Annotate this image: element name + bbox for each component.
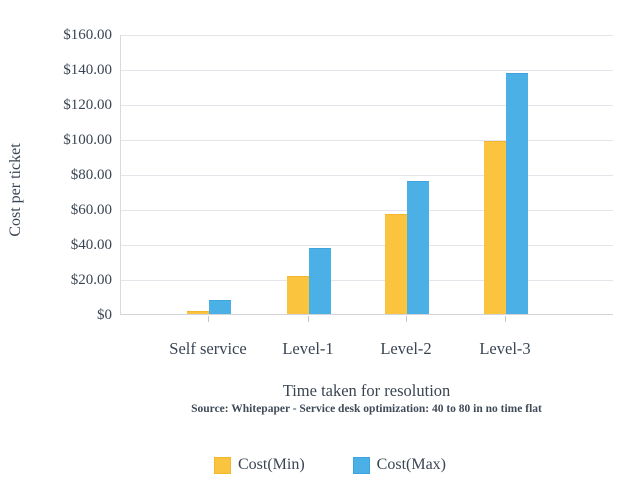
y-tick-label: $40.00 [70, 237, 112, 253]
gridline [121, 35, 613, 36]
x-category-label: Level-1 [282, 339, 334, 358]
bar-costmax-self-service [209, 300, 231, 314]
bar-costmax-level-3 [506, 72, 528, 314]
bar-costmin-level-1 [287, 275, 309, 314]
legend-swatch-icon [352, 456, 370, 474]
y-tick-label: $140.00 [63, 62, 112, 78]
bar-costmin-level-3 [484, 140, 506, 314]
bar-costmax-level-2 [407, 181, 429, 314]
x-category-label: Level-3 [479, 339, 531, 358]
gridline [121, 140, 613, 141]
gridline [121, 245, 613, 246]
y-tick-label: $20.00 [70, 272, 112, 288]
legend-label: Cost(Min) [238, 456, 305, 473]
y-tick-label: $80.00 [70, 167, 112, 183]
y-tick-label: $160.00 [63, 27, 112, 43]
gridline [121, 210, 613, 211]
x-tick [308, 316, 309, 322]
x-tick [406, 316, 407, 322]
legend: Cost(Min) Cost(Max) [0, 456, 633, 474]
legend-label: Cost(Max) [376, 456, 446, 473]
y-axis-title: Cost per ticket [7, 143, 24, 237]
gridline [121, 105, 613, 106]
x-tick [505, 316, 506, 322]
gridline [121, 70, 613, 71]
legend-swatch-icon [214, 456, 231, 474]
y-tick-label: $120.00 [63, 97, 112, 113]
legend-item: Cost(Max) [352, 456, 446, 474]
y-tick-label: $0 [97, 307, 112, 323]
x-axis-title: Time taken for resolution [282, 381, 451, 400]
source-note: Source: Whitepaper - Service desk optimi… [191, 403, 542, 415]
plot-area [120, 35, 613, 315]
x-category-label: Self service [169, 339, 247, 358]
y-tick-label: $100.00 [63, 132, 112, 148]
gridline [121, 280, 613, 281]
x-tick [208, 316, 209, 322]
bar-costmin-level-2 [385, 214, 407, 314]
x-category-label: Level-2 [380, 339, 432, 358]
bar-costmax-level-1 [309, 247, 331, 314]
y-tick-label: $60.00 [70, 202, 112, 218]
gridline [121, 175, 613, 176]
legend-item: Cost(Min) [214, 456, 305, 474]
bar-costmin-self-service [187, 310, 209, 314]
